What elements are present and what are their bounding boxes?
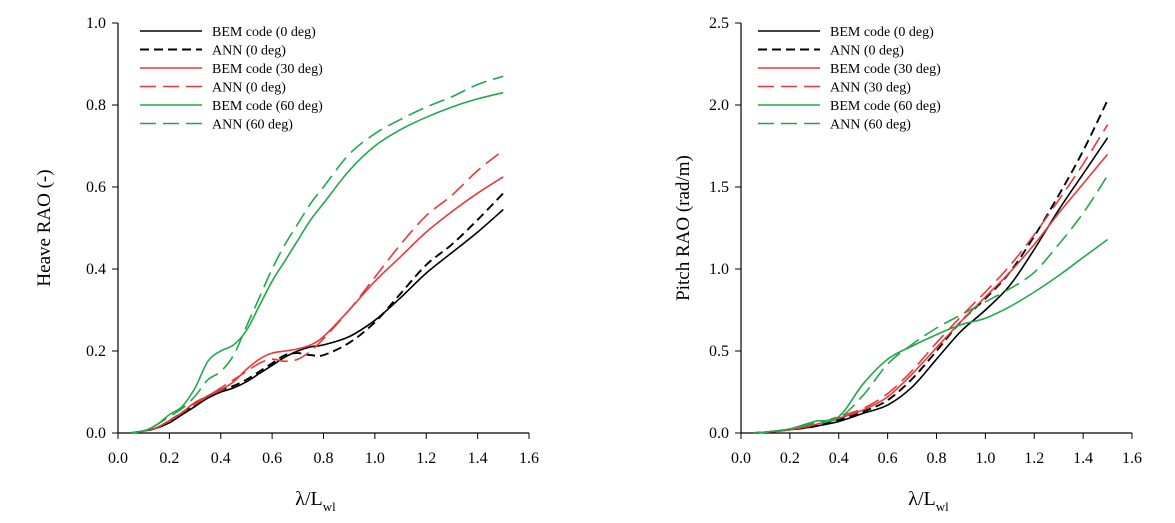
legend-label: ANN (0 deg) [212, 81, 286, 96]
x-axis-label-main: λ/L [295, 488, 322, 510]
x-tick-label: 0.0 [108, 450, 128, 467]
x-axis-label: λ/Lwl [908, 488, 949, 514]
series-line-6 [130, 75, 504, 434]
y-tick-label: 2.0 [709, 97, 729, 114]
x-axis-label-subscript: wl [323, 499, 336, 514]
legend-label: ANN (60 deg) [830, 118, 911, 133]
x-axis-label-subscript: wl [936, 499, 949, 514]
x-tick-label: 0.4 [829, 450, 849, 467]
legend-label: ANN (0 deg) [212, 44, 286, 59]
y-tick-label: 0.2 [86, 343, 106, 360]
x-tick-label: 0.2 [159, 450, 179, 467]
y-tick-label: 1.0 [86, 15, 106, 32]
y-tick-label: 0.8 [86, 97, 106, 114]
series-line-5 [753, 238, 1109, 434]
x-tick-label: 1.6 [1122, 450, 1142, 467]
series-line-2 [130, 192, 504, 434]
y-tick-label: 1.0 [709, 261, 729, 278]
x-axis-label: λ/Lwl [295, 488, 336, 514]
x-axis-label-main: λ/L [908, 488, 935, 510]
series-line-1 [753, 137, 1109, 434]
legend-label: BEM code (30 deg) [212, 62, 323, 77]
x-tick-label: 0.8 [314, 450, 334, 467]
x-tick-label: 0.8 [927, 450, 947, 467]
x-tick-label: 0.4 [211, 450, 231, 467]
legend-label: BEM code (0 deg) [212, 25, 316, 40]
y-tick-label: 0.0 [86, 425, 106, 442]
y-axis-label: Heave RAO (-) [34, 169, 55, 286]
series-line-3 [130, 176, 504, 434]
legend-label: ANN (30 deg) [830, 81, 911, 96]
x-tick-label: 1.4 [468, 450, 488, 467]
x-tick-label: 0.6 [262, 450, 282, 467]
x-tick-label: 1.2 [1024, 450, 1044, 467]
series-line-2 [753, 99, 1109, 434]
x-tick-label: 0.0 [731, 450, 751, 467]
series-line-5 [130, 91, 504, 434]
x-tick-label: 0.2 [780, 450, 800, 467]
series-line-3 [753, 153, 1109, 434]
x-tick-label: 1.0 [975, 450, 995, 467]
legend-label: BEM code (60 deg) [212, 99, 323, 114]
x-tick-label: 1.6 [519, 450, 539, 467]
y-tick-label: 0.0 [709, 425, 729, 442]
y-tick-label: 0.6 [86, 179, 106, 196]
legend-label: ANN (60 deg) [212, 118, 293, 133]
series-line-4 [753, 124, 1109, 434]
series-line-1 [130, 208, 504, 434]
legend-label: BEM code (60 deg) [830, 99, 941, 114]
series-line-4 [130, 149, 504, 434]
y-tick-label: 0.5 [709, 343, 729, 360]
x-tick-label: 0.6 [878, 450, 898, 467]
legend-label: BEM code (0 deg) [830, 25, 934, 40]
pitch-rao-chart: 0.0 0.2 0.4 0.6 0.8 1.0 1.2 1.4 1.6 0.0 0.5 1.0 1.5 2… [673, 15, 1142, 514]
x-tick-label: 1.0 [365, 450, 385, 467]
series-line-6 [753, 175, 1109, 434]
x-tick-label: 1.4 [1073, 450, 1093, 467]
legend-label: BEM code (30 deg) [830, 62, 941, 77]
y-tick-label: 1.5 [709, 179, 729, 196]
legend-label: ANN (0 deg) [830, 44, 904, 59]
heave-rao-chart: 0.0 0.2 0.4 0.6 0.8 1.0 1.2 1.4 1.6 0.0 0.2 0.4 0.6 0… [34, 15, 539, 514]
y-tick-label: 0.4 [86, 261, 106, 278]
y-axis-label: Pitch RAO (rad/m) [673, 155, 694, 301]
x-tick-label: 1.2 [416, 450, 436, 467]
y-tick-label: 2.5 [709, 15, 729, 32]
